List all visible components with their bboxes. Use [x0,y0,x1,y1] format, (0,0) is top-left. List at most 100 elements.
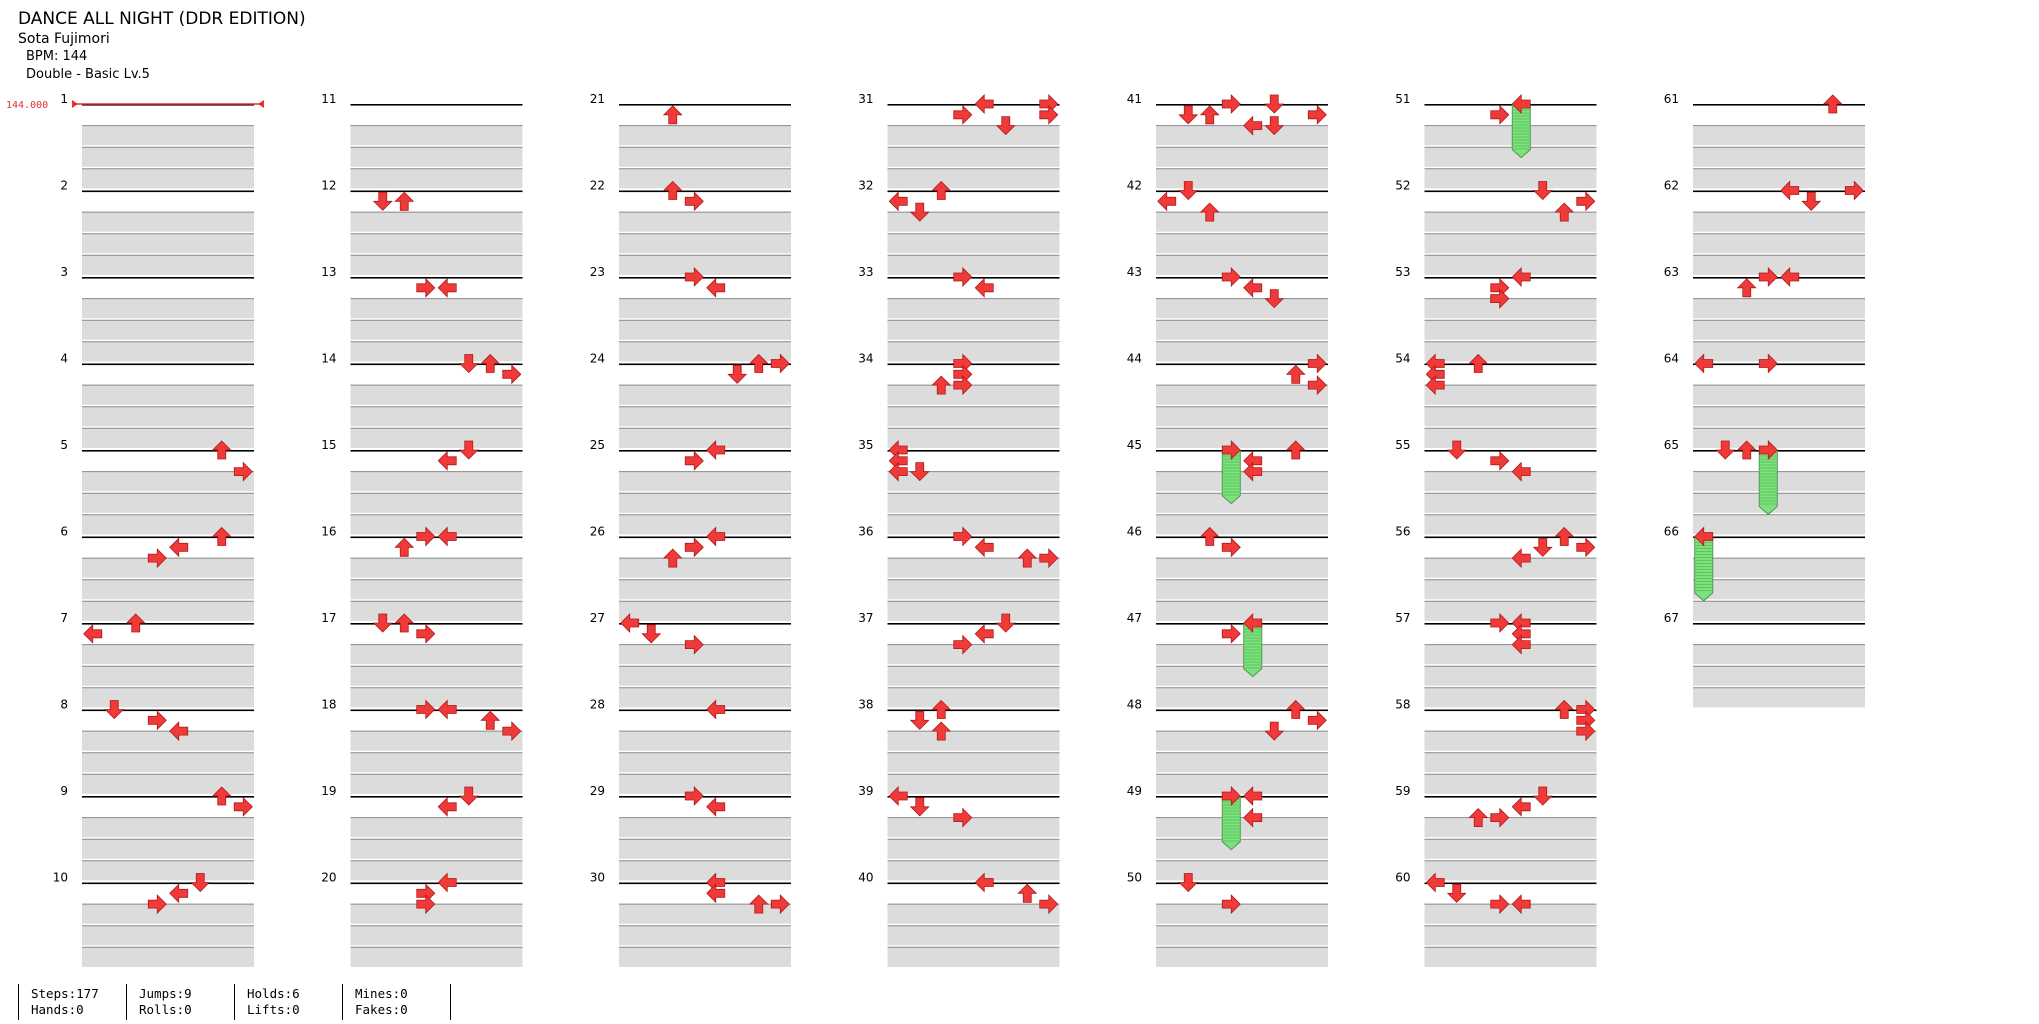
measure-row-band [887,514,1060,535]
measure-line [619,882,791,885]
measure-row-band [82,147,254,167]
left-arrow-note [974,623,994,644]
measure-line [82,623,254,625]
arrow-shape [1694,353,1714,374]
arrow-shape [416,894,436,915]
measure-row-band [82,558,254,578]
measure-row-band [350,666,523,686]
arrow-shape [1490,288,1510,309]
arrow-shape [1758,440,1778,460]
left-arrow-note [437,526,457,547]
up-arrow-note [1554,526,1575,546]
arrow-shape [706,277,726,298]
measure-row-band [1156,298,1328,319]
arrow-shape [394,191,415,211]
up-arrow-note [1017,548,1038,568]
arrow-shape [437,526,457,547]
arrow-shape [394,613,415,633]
down-arrow-note [1446,440,1467,460]
arrow-shape [706,883,726,904]
measure-row-band [887,731,1060,751]
left-arrow-note [974,872,994,893]
measure-line [1156,882,1328,885]
down-arrow-note [458,786,479,806]
arrow-shape [684,191,704,212]
measure-row-band [887,579,1060,600]
measure-line [350,104,523,106]
arrow-shape [1157,191,1177,212]
measure-number: 30 [590,871,605,885]
left-arrow-note [1511,796,1531,817]
measure-row-band [350,471,523,492]
measure-row-band [887,601,1060,621]
hold-note [1758,449,1778,516]
measure-number: 55 [1395,438,1410,452]
stats-end-divider [450,984,451,1020]
measure-row-band [1693,341,1865,362]
left-arrow-note [1511,894,1531,915]
arrow-shape [416,623,436,644]
arrow-shape [1490,894,1510,915]
arrow-shape [748,894,769,914]
arrow-shape [1490,104,1510,125]
right-arrow-note [1758,353,1778,374]
measure-row-band [82,904,254,924]
right-arrow-note [1490,104,1510,125]
left-arrow-note [1780,180,1800,201]
measure-number: 32 [858,179,873,193]
up-arrow-note [931,375,952,395]
measure-row-band [619,839,791,859]
right-arrow-note [1221,94,1241,114]
measure-row-band [887,320,1060,340]
measure-row-band [1424,471,1597,492]
arrow-shape [480,710,501,730]
measure-row-band [1693,168,1865,189]
right-arrow-note [147,894,167,915]
right-arrow-note [416,526,436,547]
measure-row-band [82,774,254,794]
arrow-shape [502,364,522,385]
measure-number: 6 [60,525,68,539]
measure-number: 8 [60,698,68,712]
down-arrow-note [995,613,1016,633]
arrow-shape [1221,440,1241,460]
down-arrow-note [1532,537,1553,557]
arrow-shape [211,526,232,546]
measure-line [82,709,254,712]
right-arrow-note [416,277,436,298]
measure-number: 60 [1395,871,1410,885]
up-arrow-note [1468,808,1489,827]
up-arrow-note [394,613,415,633]
arrow-shape [437,450,457,471]
measure-row-band [1424,320,1597,340]
measure-number: 49 [1127,784,1142,798]
measure-line [619,190,791,193]
measure-row-band [619,644,791,665]
measure-number: 52 [1395,179,1410,193]
measure-line [82,104,254,106]
down-arrow-note [641,624,662,644]
measure-row-band [1693,514,1865,535]
measure-line [1424,104,1597,106]
down-arrow-note [1264,116,1285,136]
down-arrow-note [1801,191,1822,211]
right-arrow-note [1221,623,1241,644]
measure-line [887,190,1060,193]
right-arrow-note [1490,894,1510,915]
measure-row-band [82,925,254,946]
arrow-shape [1425,375,1445,396]
left-arrow-note [974,277,994,298]
measure-line [887,104,1060,106]
arrow-shape [458,354,479,374]
right-arrow-note [1490,613,1510,633]
measure-row-band [1693,428,1865,448]
measure-number: 64 [1664,352,1679,366]
left-arrow-note [974,94,994,114]
measure-number: 62 [1664,179,1679,193]
measure-number: 29 [590,784,605,798]
arrow-shape [1511,267,1531,287]
stat-hands: Hands:0 [31,1002,84,1017]
arrow-shape [1199,526,1220,546]
measure-row-band [887,471,1060,492]
arrow-shape [748,353,769,373]
